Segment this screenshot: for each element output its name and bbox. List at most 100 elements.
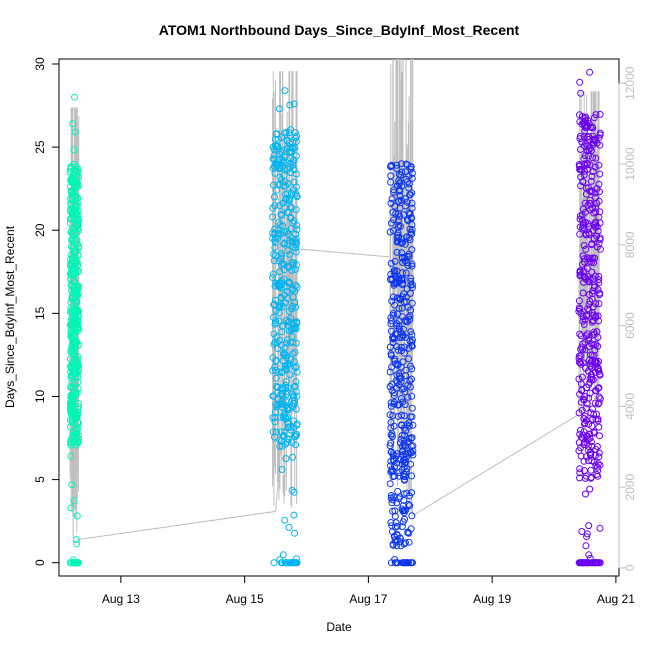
data-point <box>405 538 413 546</box>
data-point <box>288 148 296 156</box>
data-point <box>270 193 278 201</box>
data-point <box>276 202 284 210</box>
data-point <box>73 411 81 419</box>
data-point <box>271 135 279 143</box>
data-point <box>590 259 598 267</box>
data-point <box>271 225 279 233</box>
data-point <box>288 439 296 447</box>
data-point <box>278 442 286 450</box>
data-point <box>277 148 285 156</box>
data-point <box>276 173 284 181</box>
data-point <box>281 343 289 351</box>
data-point <box>293 225 301 233</box>
data-point <box>293 368 301 376</box>
data-point <box>390 280 398 287</box>
data-point <box>408 434 416 442</box>
data-point <box>386 411 394 419</box>
data-point <box>579 317 587 325</box>
data-point <box>585 291 593 298</box>
data-point <box>269 414 277 422</box>
data-point <box>388 363 396 371</box>
data-point <box>591 218 599 226</box>
data-point <box>581 160 589 168</box>
data-point <box>277 230 285 238</box>
data-point <box>587 473 595 481</box>
data-point <box>596 236 604 243</box>
x-axis-label: Date <box>326 620 352 634</box>
data-point <box>73 358 81 366</box>
data-point <box>288 390 296 398</box>
data-point <box>71 93 78 101</box>
data-point <box>596 170 604 178</box>
data-point <box>282 354 290 361</box>
data-point <box>583 159 591 167</box>
data-point <box>586 297 594 305</box>
data-point <box>282 440 290 448</box>
data-point <box>272 130 280 138</box>
data-point <box>408 489 415 497</box>
data-point <box>405 501 412 508</box>
data-point <box>404 262 412 269</box>
data-point <box>273 142 281 150</box>
data-point <box>278 400 286 408</box>
data-point <box>281 165 289 173</box>
data-point <box>396 296 404 304</box>
data-point <box>289 302 296 310</box>
data-point <box>581 122 589 130</box>
data-point <box>292 206 300 214</box>
data-point <box>274 395 282 403</box>
data-point <box>73 202 81 210</box>
data-point <box>69 171 77 179</box>
data-point <box>587 373 595 381</box>
y2-tick-label: 6000 <box>623 312 637 339</box>
data-point <box>270 181 278 189</box>
data-point <box>286 251 294 258</box>
data-point <box>405 355 413 363</box>
data-point <box>387 439 395 447</box>
data-point <box>395 317 403 325</box>
data-point <box>390 227 397 235</box>
data-point <box>594 460 602 468</box>
data-point <box>387 399 395 407</box>
data-point <box>393 330 401 338</box>
data-point <box>408 204 416 212</box>
data-point <box>398 182 406 190</box>
data-point <box>404 528 412 536</box>
data-point <box>388 297 396 305</box>
data-point <box>394 223 402 231</box>
data-point <box>292 235 300 243</box>
data-point <box>71 381 79 388</box>
data-point <box>70 247 78 255</box>
data-point <box>577 332 585 340</box>
y-tick-label: 15 <box>33 306 47 320</box>
data-point <box>286 101 294 109</box>
data-point <box>69 406 77 414</box>
data-point <box>595 300 603 308</box>
data-point <box>276 283 284 291</box>
data-point <box>271 243 279 251</box>
data-point <box>395 472 403 480</box>
data-point <box>292 431 300 439</box>
data-point <box>589 204 597 212</box>
data-point <box>393 384 400 392</box>
data-point <box>580 219 587 227</box>
data-point <box>67 346 75 354</box>
data-point <box>395 294 403 302</box>
data-point <box>291 364 299 372</box>
y-tick-label: 10 <box>33 389 47 403</box>
data-point <box>396 187 404 195</box>
data-point <box>397 363 405 371</box>
data-point <box>71 301 79 308</box>
data-point <box>592 451 600 459</box>
data-point <box>394 487 402 495</box>
data-point <box>586 144 594 152</box>
data-point <box>595 453 603 461</box>
data-point <box>275 105 283 113</box>
data-point <box>586 485 594 493</box>
y2-tick-label: 4000 <box>623 393 637 420</box>
data-point <box>292 190 300 198</box>
data-point <box>269 213 277 221</box>
data-point <box>390 188 398 196</box>
data-point <box>585 146 593 154</box>
data-point <box>395 197 403 205</box>
